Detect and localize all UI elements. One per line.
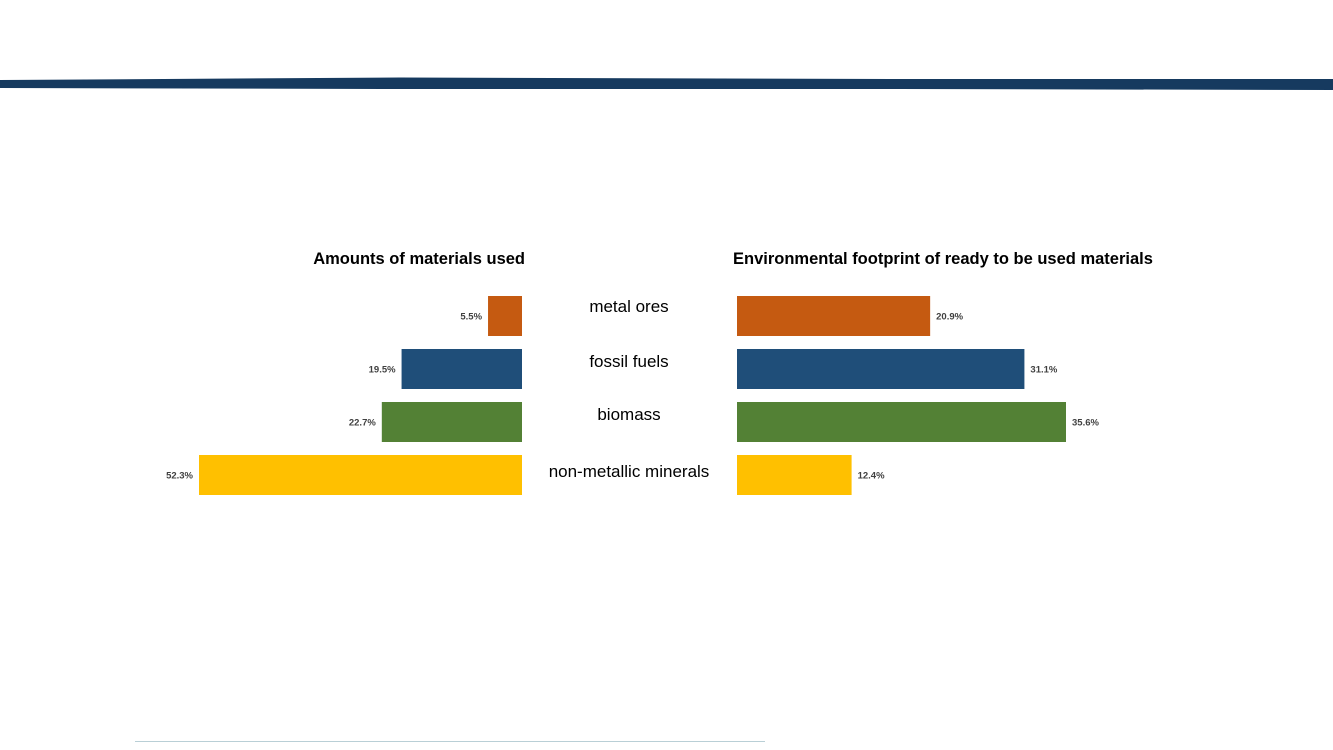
right-chart-title: Environmental footprint of ready to be u…: [733, 250, 1153, 268]
left-bar-non-metallic-minerals: [199, 455, 522, 495]
left-bar-metal-ores: [488, 296, 522, 336]
left-data-label: 52.3%: [166, 471, 193, 482]
right-bar-metal-ores: [737, 296, 931, 336]
left-bar-fossil-fuels: [401, 349, 522, 389]
right-bar-fossil-fuels: [737, 349, 1025, 389]
left-chart-title: Amounts of materials used: [313, 250, 525, 268]
header-band-shape: [0, 77, 1333, 90]
right-bar-biomass: [737, 402, 1066, 442]
right-data-label: 31.1%: [1030, 365, 1057, 376]
left-data-label: 5.5%: [460, 312, 482, 323]
header-band: [0, 77, 1333, 90]
left-data-label: 19.5%: [369, 365, 396, 376]
right-data-label: 12.4%: [858, 471, 885, 482]
right-data-label: 20.9%: [936, 312, 963, 323]
category-label: non-metallic minerals: [549, 462, 710, 481]
left-data-label: 22.7%: [349, 418, 376, 429]
left-bar-biomass: [381, 402, 522, 442]
right-bar-non-metallic-minerals: [737, 455, 852, 495]
category-label: fossil fuels: [589, 352, 668, 371]
category-label: biomass: [597, 405, 660, 424]
footer-rule: [135, 741, 765, 742]
category-label: metal ores: [589, 297, 668, 316]
right-data-label: 35.6%: [1072, 418, 1099, 429]
